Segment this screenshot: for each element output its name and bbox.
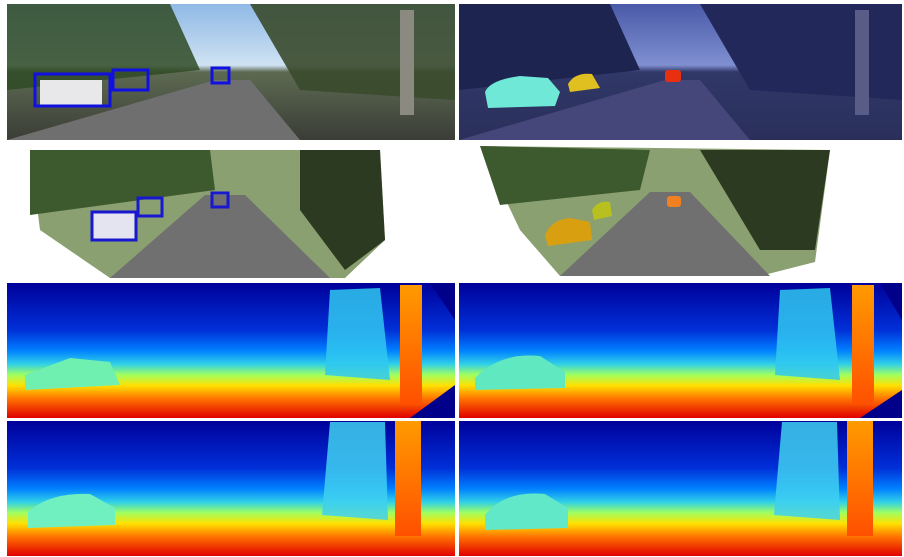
car-mask (568, 73, 600, 92)
depth (7, 421, 455, 556)
depth-right (459, 283, 902, 418)
pole (852, 285, 874, 405)
trees (480, 146, 650, 205)
trees (300, 150, 385, 270)
car-mask (545, 218, 592, 246)
pole (400, 10, 414, 115)
trees (775, 288, 840, 380)
box (111, 68, 150, 92)
car (25, 358, 120, 390)
road (110, 195, 330, 278)
pole (395, 421, 421, 536)
trees (700, 4, 902, 100)
pointcloud-left (30, 150, 385, 278)
car (40, 80, 102, 105)
trees (7, 4, 200, 90)
car-mask (665, 70, 681, 82)
road (560, 192, 770, 276)
trees (774, 422, 840, 520)
pole (847, 421, 873, 536)
car (485, 493, 568, 530)
car (475, 355, 565, 390)
pole (855, 10, 869, 115)
rgb-right (459, 4, 902, 140)
pole (400, 285, 422, 405)
trees (322, 422, 388, 520)
depth-smooth-right (459, 421, 902, 556)
trees (30, 150, 215, 215)
road (7, 80, 300, 140)
road (459, 80, 750, 140)
box (33, 72, 112, 108)
box (210, 66, 231, 85)
car-mask (667, 196, 681, 207)
car-mask (485, 76, 560, 108)
trees (325, 288, 390, 380)
depth-smooth-left (7, 421, 455, 556)
trees (459, 4, 640, 90)
pointcloud-right (480, 146, 830, 276)
depth (7, 283, 455, 418)
car (28, 493, 115, 528)
car-mask (592, 201, 612, 220)
depth-left (7, 283, 455, 418)
car-box (136, 196, 164, 218)
trees (700, 150, 830, 250)
rgb-left (7, 4, 455, 140)
car-box (210, 191, 230, 209)
car-box (90, 210, 138, 242)
